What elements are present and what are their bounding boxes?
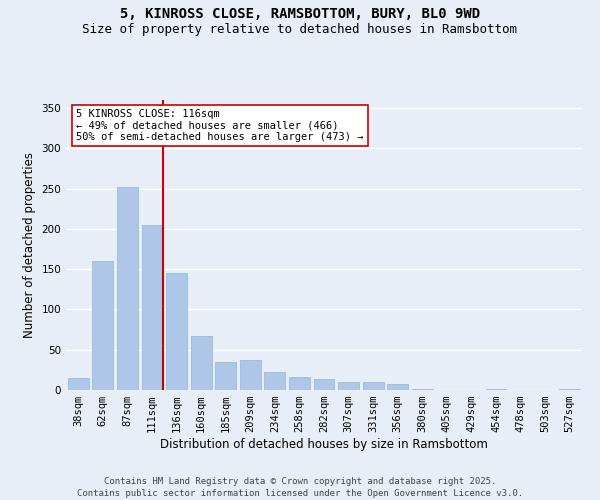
Bar	[117, 187, 138, 390]
Bar	[387, 384, 408, 390]
Bar	[338, 382, 359, 390]
Bar	[314, 378, 334, 390]
Bar	[92, 261, 113, 390]
Text: Contains HM Land Registry data © Crown copyright and database right 2025.
Contai: Contains HM Land Registry data © Crown c…	[77, 476, 523, 498]
Text: 5, KINROSS CLOSE, RAMSBOTTOM, BURY, BL0 9WD: 5, KINROSS CLOSE, RAMSBOTTOM, BURY, BL0 …	[120, 8, 480, 22]
Bar	[142, 225, 163, 390]
Bar	[362, 382, 383, 390]
Text: 5 KINROSS CLOSE: 116sqm
← 49% of detached houses are smaller (466)
50% of semi-d: 5 KINROSS CLOSE: 116sqm ← 49% of detache…	[76, 108, 364, 142]
Bar	[485, 389, 506, 390]
Bar	[68, 378, 89, 390]
Bar	[166, 273, 187, 390]
Bar	[412, 389, 433, 390]
Bar	[289, 377, 310, 390]
Text: Size of property relative to detached houses in Ramsbottom: Size of property relative to detached ho…	[83, 22, 517, 36]
X-axis label: Distribution of detached houses by size in Ramsbottom: Distribution of detached houses by size …	[160, 438, 488, 451]
Bar	[191, 336, 212, 390]
Bar	[240, 360, 261, 390]
Bar	[215, 362, 236, 390]
Bar	[559, 389, 580, 390]
Y-axis label: Number of detached properties: Number of detached properties	[23, 152, 36, 338]
Bar	[265, 372, 286, 390]
